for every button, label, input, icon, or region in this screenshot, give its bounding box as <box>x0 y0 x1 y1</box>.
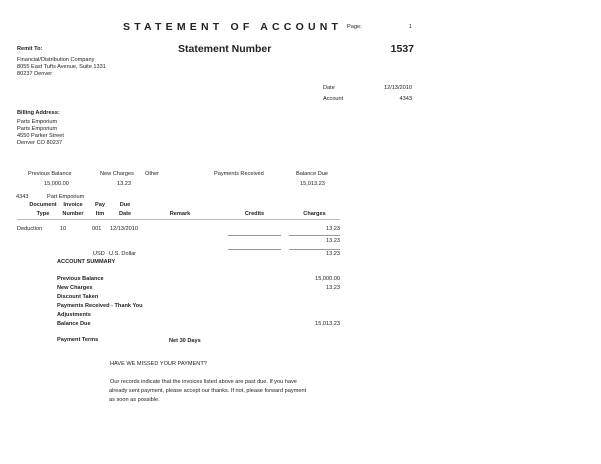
row-due-date: 12/13/2010 <box>110 226 138 232</box>
header-line: Date <box>118 211 132 217</box>
billing-line: 4550 Parker Street <box>17 133 64 139</box>
summary-label: Adjustments <box>57 312 91 318</box>
credits-total-line <box>228 249 281 250</box>
row-document-type: Deduction <box>17 226 43 232</box>
statement-number-label: Statement Number <box>178 43 272 55</box>
summary-label: New Charges <box>57 285 93 291</box>
header-line: Itm <box>95 211 105 217</box>
summary-value: 15,013.23 <box>315 321 340 327</box>
previous-balance-label: Previous Balance <box>28 171 72 177</box>
header-line: Type <box>36 211 50 217</box>
document-title: STATEMENT OF ACCOUNT <box>123 21 343 33</box>
remit-label: Remit To: <box>17 46 43 52</box>
currency-name: U.S. Dollar <box>109 251 137 257</box>
row-charges: 13.23 <box>326 226 340 232</box>
customer-id: 4343 <box>16 194 29 200</box>
header-line: Document <box>29 202 57 208</box>
row-pay-item: 001 <box>92 226 102 232</box>
credits-subtotal-line <box>228 235 281 236</box>
notice-heading: HAVE WE MISSED YOUR PAYMENT? <box>110 361 207 367</box>
summary-label: Payments Received - Thank You <box>57 303 143 309</box>
summary-value: 15,000.00 <box>315 276 340 282</box>
date-label: Date <box>323 85 335 91</box>
remit-line: 80237 Denver <box>17 71 53 77</box>
balance-due-value: 15,013.23 <box>300 181 325 187</box>
other-label: Other <box>145 171 159 177</box>
page-label: Page: <box>347 24 362 30</box>
notice-line: Our records indicate that the invoices l… <box>110 379 297 385</box>
header-line: Pay <box>95 202 105 208</box>
billing-line: Parts Emporium <box>17 126 58 132</box>
remit-line: 8055 East Tufts Avenue, Suite 1331 <box>17 64 106 70</box>
header-line: Due <box>119 202 131 208</box>
header-pay-item: Pay Itm <box>90 202 110 218</box>
notice-line: already sent payment, please accept our … <box>109 388 307 394</box>
customer-name: Part Emporium <box>47 194 85 200</box>
date-value: 12/13/2010 <box>384 85 412 91</box>
header-document-type: Document Type <box>18 202 68 218</box>
header-line: Number <box>62 211 84 217</box>
billing-line: Denver CO 80237 <box>17 140 63 146</box>
statement-number: 1537 <box>390 43 414 55</box>
header-line: Invoice <box>63 202 83 208</box>
new-charges-label: New Charges <box>100 171 134 177</box>
header-divider <box>17 219 340 220</box>
account-label: Account <box>323 96 344 102</box>
notice-line: as soon as possible. <box>109 397 160 403</box>
balance-due-label: Balance Due <box>296 171 329 177</box>
summary-label: Previous Balance <box>57 276 104 282</box>
header-due-date: Due Date <box>112 202 138 218</box>
summary-label: Balance Due <box>57 321 91 327</box>
billing-line: Parts Emporium <box>17 119 58 125</box>
header-charges: Charges <box>303 211 326 217</box>
header-invoice-number: Invoice Number <box>58 202 88 218</box>
summary-label: Discount Taken <box>57 294 99 300</box>
header-remark: Remark <box>169 211 191 217</box>
previous-balance-value: 15,000.00 <box>44 181 69 187</box>
account-summary-heading: ACCOUNT SUMMARY <box>57 259 116 265</box>
charges-subtotal-line <box>289 235 340 236</box>
summary-value: 13.23 <box>326 285 340 291</box>
page-number: 1 <box>408 24 412 30</box>
payments-received-label: Payments Received <box>214 171 264 177</box>
payment-terms-value: Net 30 Days <box>169 338 201 344</box>
billing-label: Billing Address: <box>17 110 60 116</box>
charges-subtotal: 13.23 <box>326 238 340 244</box>
currency-code: USD <box>93 251 105 257</box>
charges-total: 13.23 <box>326 251 340 257</box>
payment-terms-label: Payment Terms <box>57 337 99 343</box>
row-invoice-number: 10 <box>60 226 67 232</box>
charges-total-line <box>289 249 340 250</box>
remit-line: Financial/Distribution Company <box>17 57 95 63</box>
new-charges-value: 13.23 <box>117 181 131 187</box>
account-value: 4343 <box>399 96 412 102</box>
header-credits: Credits <box>244 211 265 217</box>
